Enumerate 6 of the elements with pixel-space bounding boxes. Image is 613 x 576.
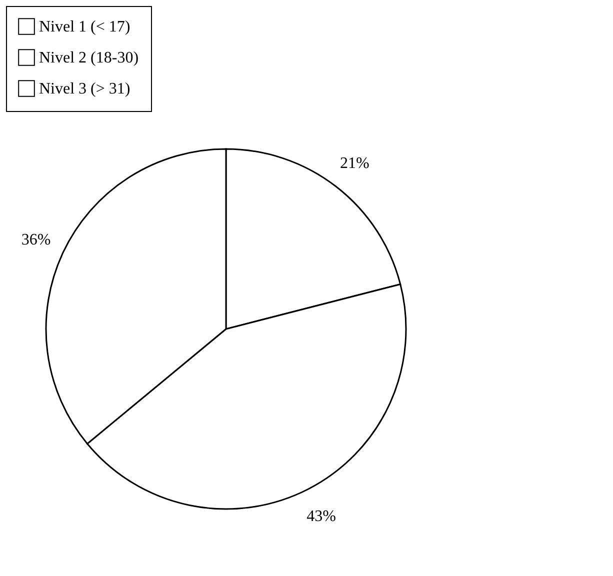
data-label: 43%: [306, 508, 336, 526]
data-label: 21%: [340, 155, 370, 172]
legend-label: Nivel 1 (< 17): [39, 18, 130, 36]
data-label: 36%: [21, 232, 51, 249]
legend-label: Nivel 3 (> 31): [39, 80, 130, 98]
legend-label: Nivel 2 (18-30): [39, 50, 139, 66]
